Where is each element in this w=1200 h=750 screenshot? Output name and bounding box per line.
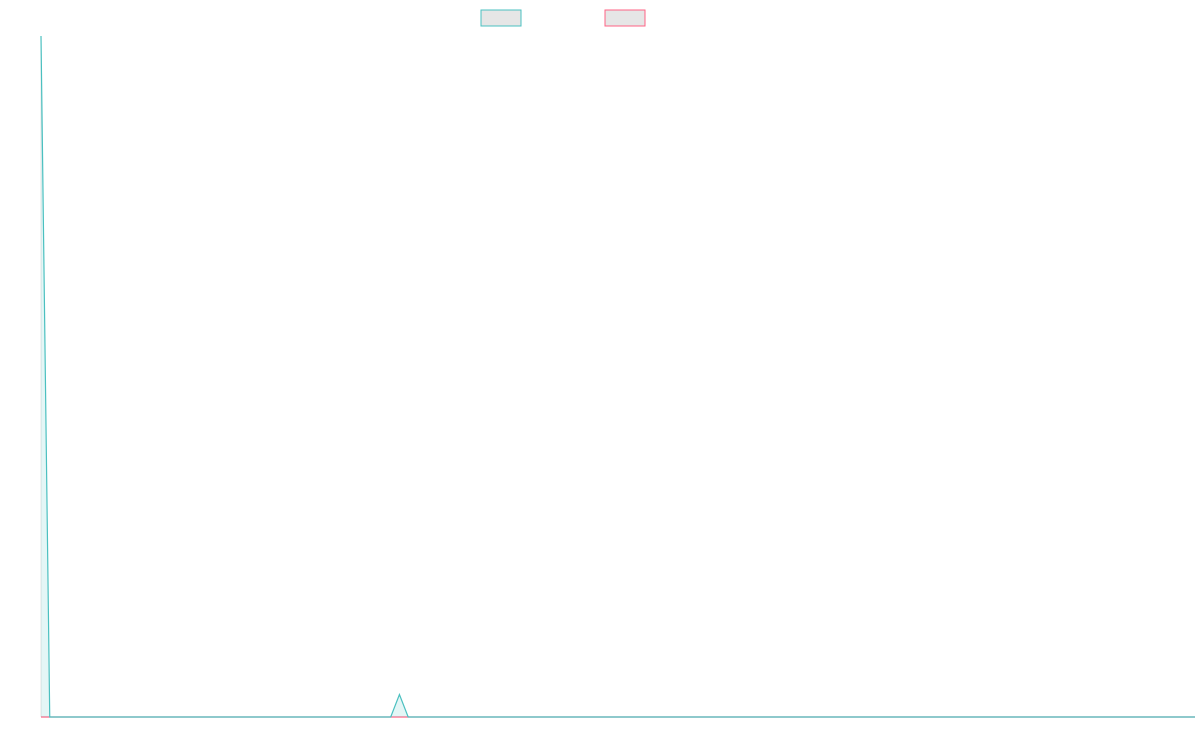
plot-area [40,35,1195,718]
series-1-line [40,35,1195,718]
legend [480,9,646,27]
legend-swatch-series-1 [480,9,522,27]
legend-swatch-series-2 [604,9,646,27]
series-1-area [41,36,1195,717]
